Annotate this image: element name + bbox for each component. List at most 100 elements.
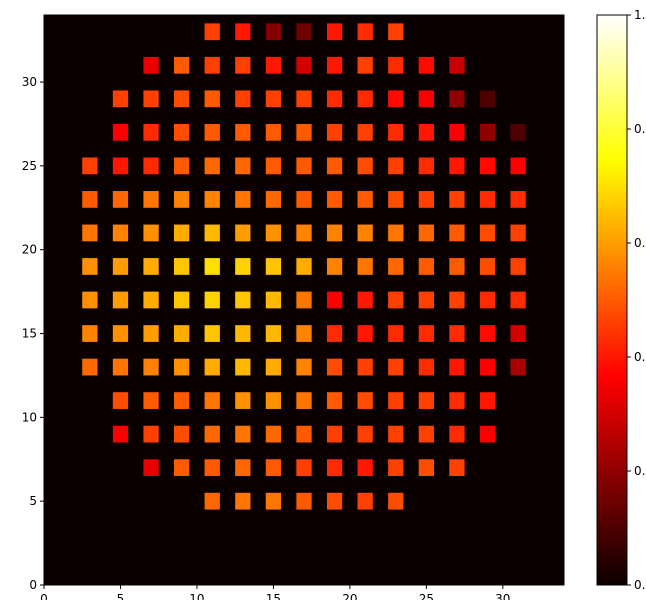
- heat-cell: [357, 90, 373, 108]
- heat-cell: [112, 325, 129, 342]
- heat-cell: [326, 191, 343, 208]
- heat-cell: [296, 392, 312, 409]
- heat-cell: [357, 291, 373, 309]
- heat-cell: [388, 492, 404, 510]
- heat-cell: [479, 358, 496, 376]
- heat-cell: [204, 123, 220, 141]
- heat-cell: [357, 459, 373, 477]
- heat-cell: [388, 157, 404, 175]
- heat-cell: [296, 258, 312, 275]
- heat-cell: [479, 157, 496, 175]
- heat-cell: [357, 56, 373, 74]
- heat-cell: [357, 425, 373, 443]
- heat-cell: [357, 492, 373, 510]
- heat-cell: [418, 224, 434, 242]
- heat-cell: [357, 358, 373, 376]
- heat-cell: [326, 459, 343, 477]
- heat-cell: [449, 392, 465, 409]
- heat-cell: [296, 224, 312, 242]
- heat-cell: [479, 425, 496, 443]
- heat-cell: [418, 157, 434, 175]
- heat-cell: [326, 224, 343, 242]
- heat-cell: [388, 90, 404, 108]
- heat-cell: [265, 258, 282, 275]
- heat-cell: [388, 358, 404, 376]
- heat-cell: [388, 291, 404, 309]
- heat-cell: [449, 459, 465, 477]
- heat-cell: [418, 325, 434, 342]
- heat-cell: [174, 90, 190, 108]
- heat-cell: [449, 224, 465, 242]
- heat-cell: [112, 425, 129, 443]
- heat-cell: [357, 258, 373, 275]
- heat-cell: [326, 358, 343, 376]
- heat-cell: [449, 425, 465, 443]
- heat-cell: [143, 56, 159, 74]
- heat-cell: [388, 191, 404, 208]
- heat-cell: [235, 392, 251, 409]
- plot-frame: [43, 14, 565, 586]
- x-tick-label: 20: [342, 592, 357, 600]
- heat-cell: [235, 56, 251, 74]
- heat-cell: [357, 325, 373, 342]
- colorbar-tick-label: 0.6: [634, 236, 646, 250]
- heat-cell: [326, 325, 343, 342]
- colorbar-ticks: 0.0 0.2 0.4 0.6 0.8 1.0: [627, 8, 646, 592]
- heat-cell: [174, 425, 190, 443]
- heat-cell: [388, 23, 404, 41]
- y-tick-label: 5: [29, 494, 37, 508]
- heat-cell: [204, 425, 220, 443]
- heat-cell: [326, 56, 343, 74]
- heat-cell: [174, 358, 190, 376]
- heat-cell: [326, 492, 343, 510]
- heat-cell: [449, 325, 465, 342]
- heat-cell: [204, 392, 220, 409]
- heat-cell: [357, 191, 373, 208]
- heat-cell: [112, 224, 129, 242]
- heat-cell: [143, 392, 159, 409]
- heat-cell: [204, 492, 220, 510]
- heat-cell: [235, 157, 251, 175]
- heat-cell: [388, 392, 404, 409]
- heat-cell: [82, 358, 98, 376]
- heat-cell: [357, 392, 373, 409]
- heat-cell: [112, 90, 129, 108]
- heat-cell: [357, 224, 373, 242]
- heat-cell: [449, 90, 465, 108]
- heat-cell: [204, 191, 220, 208]
- heat-cell: [265, 392, 282, 409]
- heat-cell: [418, 291, 434, 309]
- heat-cell: [296, 123, 312, 141]
- heat-cell: [235, 23, 251, 41]
- heat-cell: [388, 224, 404, 242]
- heat-cell: [265, 425, 282, 443]
- heat-cell: [174, 258, 190, 275]
- heat-cell: [388, 425, 404, 443]
- heat-cell: [82, 258, 98, 275]
- heat-cell: [82, 191, 98, 208]
- heat-cell: [112, 191, 129, 208]
- heatmap-cells: [82, 23, 526, 510]
- heat-cell: [449, 291, 465, 309]
- heat-cell: [112, 157, 129, 175]
- heat-cell: [143, 291, 159, 309]
- heat-cell: [174, 56, 190, 74]
- heat-cell: [418, 90, 434, 108]
- y-tick-label: 0: [29, 578, 37, 592]
- heat-cell: [204, 459, 220, 477]
- heat-cell: [479, 325, 496, 342]
- heat-cell: [143, 157, 159, 175]
- heat-cell: [143, 90, 159, 108]
- heat-cell: [265, 325, 282, 342]
- heat-cell: [296, 425, 312, 443]
- heat-cell: [510, 191, 526, 208]
- colorbar-tick-label: 1.0: [634, 8, 646, 22]
- heat-cell: [265, 224, 282, 242]
- heat-cell: [449, 191, 465, 208]
- heat-cell: [265, 23, 282, 41]
- heat-cell: [326, 23, 343, 41]
- heat-cell: [510, 258, 526, 275]
- heat-cell: [388, 123, 404, 141]
- y-tick-label: 30: [22, 75, 37, 89]
- colorbar-tick-label: 0.2: [634, 464, 646, 478]
